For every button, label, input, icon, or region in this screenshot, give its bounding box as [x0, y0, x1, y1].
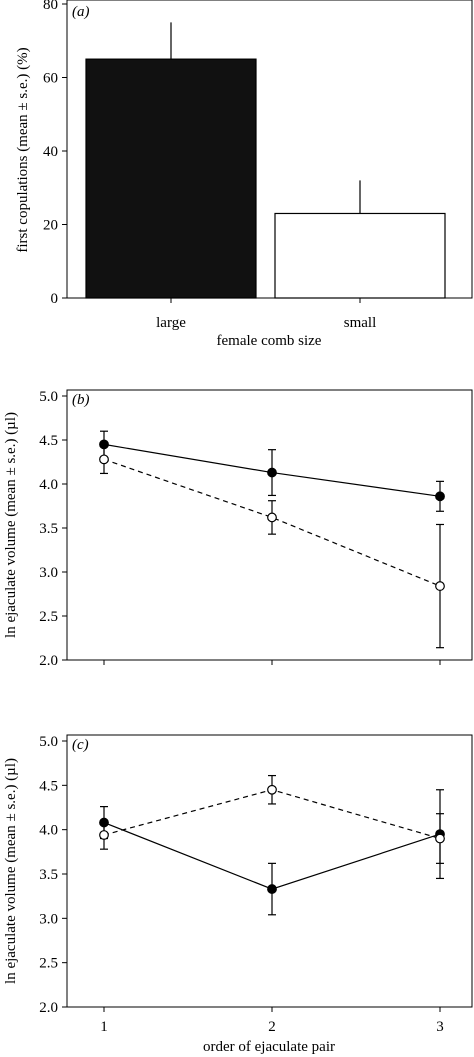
panel-b-series-line-open: [103, 458, 441, 587]
panel-a-y-tick-label: 0: [51, 291, 59, 307]
panel-b-point-open: [267, 512, 277, 523]
panel-b-series: [99, 430, 445, 649]
panel-a-x-tick-label: large: [156, 315, 186, 331]
panel-b: (b) 2.0 2.5 3.0 3.5 4.0 4.5 5.0 ln ejaculate v…: [3, 389, 473, 669]
panel-b-x-ticks: [103, 660, 441, 665]
panel-a-frame: [66, 0, 473, 299]
panel-c-label: (c): [72, 737, 89, 753]
panel-a-y-tick-label: 80: [43, 0, 58, 13]
panel-c-x-tick-label: 1: [100, 1019, 108, 1035]
panel-c-y-axis-label: ln ejaculate volume (mean ± s.e.) (µl): [3, 758, 19, 984]
panel-c-y-tick-label: 2.0: [39, 1000, 58, 1016]
panel-a: (a) 0 20 40 60 80 large small female comb siz…: [15, 0, 473, 349]
panel-b-y-tick-label: 2.5: [39, 609, 58, 625]
panel-b-y-tick-label: 5.0: [39, 389, 58, 405]
panel-c-y-tick-label: 5.0: [39, 734, 58, 750]
panel-b-y-tick-label: 3.5: [39, 521, 58, 537]
panel-b-point-filled: [99, 439, 109, 450]
panel-c-point-open: [435, 833, 445, 844]
panel-b-point-open: [435, 581, 445, 591]
panel-a-x-ticks: large small: [156, 298, 376, 331]
panel-c-point-filled: [267, 884, 277, 894]
panel-c-y-tick-label: 4.0: [39, 823, 58, 839]
panel-b-y-tick-label: 4.5: [39, 433, 58, 449]
panel-c-point-filled: [99, 817, 109, 828]
panel-b-y-axis-label: ln ejaculate volume (mean ± s.e.) (µl): [3, 412, 19, 638]
panel-a-bar: [85, 58, 257, 299]
panel-c-y-ticks: 2.0 2.5 3.0 3.5 4.0 4.5 5.0: [39, 734, 67, 1016]
panel-c-y-tick-label: 3.5: [39, 867, 58, 883]
panel-a-y-tick-label: 60: [43, 71, 58, 87]
panel-a-x-axis-label: female comb size: [217, 333, 322, 349]
panel-b-point-filled: [435, 491, 445, 502]
panel-c-x-tick-label: 3: [436, 1019, 444, 1035]
panel-c-x-ticks: 1 2 3: [100, 1007, 444, 1035]
panel-c-y-tick-label: 2.5: [39, 956, 58, 972]
panel-b-point-filled: [267, 467, 277, 478]
panel-c-x-axis-label: order of ejaculate pair: [203, 1039, 335, 1055]
panel-c-y-tick-label: 3.0: [39, 911, 58, 927]
panel-b-y-ticks: 2.0 2.5 3.0 3.5 4.0 4.5 5.0: [39, 389, 67, 669]
panel-a-y-ticks: 0 20 40 60 80: [43, 0, 67, 307]
panel-a-y-axis-label: first copulations (mean ± s.e.) (%): [15, 47, 31, 252]
panel-b-label: (b): [72, 392, 90, 408]
panel-a-y-tick-label: 20: [43, 218, 58, 234]
panel-c-y-tick-label: 4.5: [39, 778, 58, 794]
panel-c-frame: [66, 734, 473, 1008]
panel-a-x-tick-label: small: [344, 315, 377, 331]
panel-b-point-open: [99, 454, 109, 465]
panel-c-series: [99, 774, 445, 916]
panel-c: (c) 2.0 2.5 3.0 3.5 4.0 4.5 5.0 1 2 3 order of e…: [3, 734, 473, 1055]
panel-a-label: (a): [72, 4, 90, 20]
panel-c-x-tick-label: 2: [268, 1019, 276, 1035]
panel-a-bars: [85, 22, 446, 299]
panel-b-y-tick-label: 3.0: [39, 565, 58, 581]
panel-b-frame: [66, 389, 473, 661]
panel-b-y-tick-label: 2.0: [39, 653, 58, 669]
panel-b-y-tick-label: 4.0: [39, 477, 58, 493]
panel-a-bar: [274, 212, 446, 299]
panel-a-y-tick-label: 40: [43, 144, 58, 160]
panel-c-point-open: [99, 830, 109, 840]
panel-c-point-open: [267, 784, 277, 795]
